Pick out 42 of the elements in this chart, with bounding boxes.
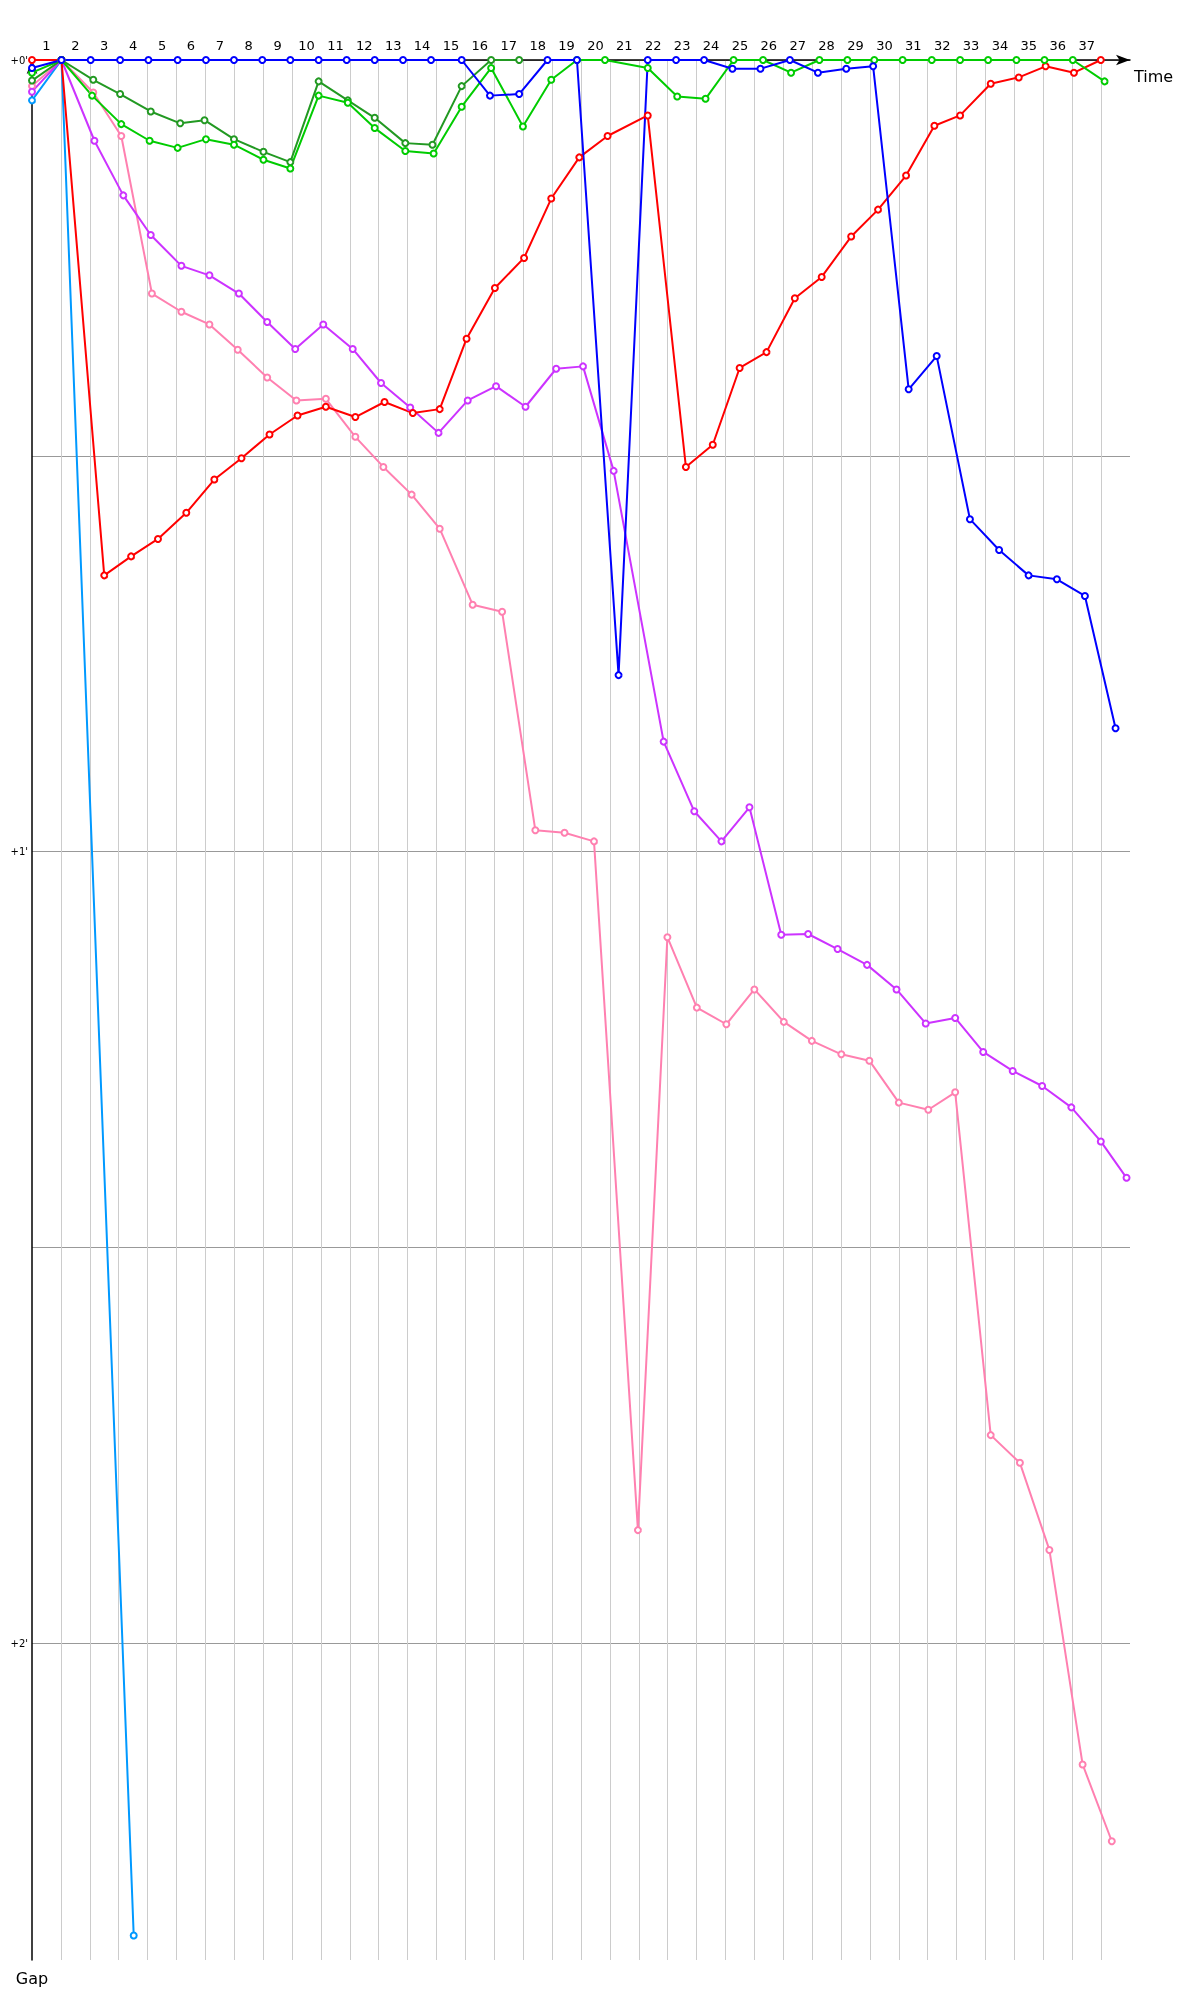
y-axis-title: Gap: [15, 1968, 49, 1988]
x-tick-label: 11: [327, 38, 344, 53]
x-tick-label: 3: [100, 38, 109, 53]
x-tick-label: 10: [298, 38, 315, 53]
x-tick-label: 20: [587, 38, 604, 53]
x-tick-label: 36: [1049, 38, 1067, 53]
x-tick-label: 25: [731, 38, 749, 53]
x-tick-label: 27: [789, 38, 806, 53]
x-tick-label: 29: [847, 38, 864, 53]
x-tick-label: 4: [128, 38, 138, 53]
x-tick-label: 14: [413, 38, 431, 53]
x-tick-label: 23: [673, 38, 691, 53]
x-tick-label: 9: [273, 38, 282, 53]
x-tick-label: 22: [644, 38, 662, 53]
x-tick-label: 15: [442, 38, 460, 53]
x-tick-label: 2: [71, 38, 80, 53]
x-tick-label: 16: [471, 38, 489, 53]
x-tick-label: 24: [702, 38, 720, 53]
x-tick-label: 35: [1020, 38, 1038, 53]
x-tick-label: 13: [384, 38, 402, 53]
x-tick-label: 19: [558, 38, 575, 53]
x-tick-label: 1: [42, 38, 51, 53]
x-tick-label: 17: [500, 38, 518, 53]
x-axis-title: Time: [1133, 66, 1174, 86]
x-tick-label: 28: [818, 38, 835, 53]
y-tick-label: +0': [10, 54, 28, 66]
y-tick-label: +2': [10, 1637, 28, 1649]
x-tick-label: 21: [616, 38, 633, 53]
x-tick-label: 7: [215, 38, 224, 53]
x-tick-label: 18: [529, 38, 546, 53]
x-tick-label: 5: [157, 38, 167, 53]
x-tick-label: 33: [962, 38, 980, 53]
x-tick-label: 32: [933, 38, 951, 53]
x-tick-label: 31: [905, 38, 922, 53]
x-tick-label: 37: [1078, 38, 1095, 53]
y-tick-label: +1': [10, 846, 28, 858]
x-tick-label: 30: [876, 38, 893, 53]
x-tick-label: 8: [244, 38, 253, 53]
x-tick-label: 12: [356, 38, 373, 53]
x-tick-label: 6: [186, 38, 196, 53]
x-tick-label: 26: [760, 38, 778, 53]
x-tick-label: 34: [991, 38, 1009, 53]
